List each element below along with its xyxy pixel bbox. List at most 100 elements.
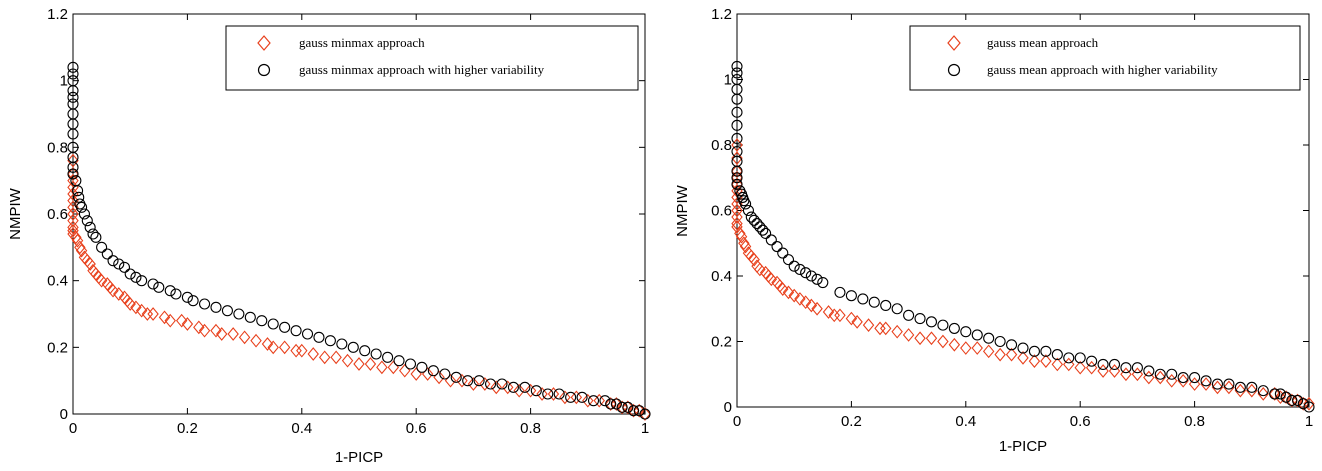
data-point-series-2-left [67, 68, 79, 80]
x-tick-label-right: 0.6 [1070, 413, 1091, 430]
data-point-series-1-right [735, 229, 748, 244]
x-axis-label-right: 1-PICP [999, 438, 1047, 455]
data-point-series-2-left [279, 321, 291, 333]
data-point-series-2-left [416, 361, 428, 373]
data-point-series-1-right [1085, 360, 1098, 375]
y-tick-label-left: 0.2 [47, 339, 68, 356]
x-axis-label-left: 1-PICP [335, 449, 383, 466]
data-point-series-1-left [456, 373, 468, 388]
data-point-series-1-right [937, 334, 949, 349]
data-point-series-2-right [754, 221, 766, 233]
data-point-series-2-right [1131, 362, 1143, 374]
data-point-series-2-right [1200, 375, 1212, 387]
data-point-series-2-left [542, 388, 554, 400]
data-point-series-2-right [782, 254, 795, 266]
data-point-series-2-right [745, 211, 757, 223]
data-point-series-2-left [67, 85, 79, 97]
data-point-series-2-right [891, 303, 903, 315]
data-point-series-1-right [1257, 387, 1269, 401]
data-point-series-2-left [450, 371, 462, 383]
data-point-series-2-left [199, 298, 211, 310]
data-point-series-2-left [118, 261, 131, 273]
data-point-series-2-left [101, 248, 113, 260]
data-point-series-2-right [751, 218, 763, 230]
data-point-series-1-left [559, 390, 571, 405]
data-point-series-1-right [948, 337, 961, 352]
data-point-series-2-left [507, 381, 519, 393]
y-axis-label-left: NMPIW [7, 187, 24, 240]
data-point-series-2-left [616, 401, 628, 413]
data-point-series-2-right [834, 286, 846, 298]
x-tick-label-left: 0.2 [177, 420, 198, 437]
data-point-series-1-left [479, 377, 491, 391]
data-point-series-1-left [307, 347, 319, 361]
data-point-series-2-right [794, 263, 806, 276]
data-point-series-1-left [467, 377, 480, 391]
data-point-series-1-right [731, 170, 743, 185]
data-point-series-1-right [731, 138, 743, 152]
data-point-series-2-left [370, 348, 382, 360]
data-point-series-2-left [382, 351, 394, 363]
data-point-series-2-left [290, 325, 302, 337]
data-point-series-1-right [1074, 360, 1086, 375]
data-point-series-1-right [1097, 364, 1109, 378]
data-point-series-2-right [960, 326, 972, 338]
data-point-series-1-right [731, 177, 743, 192]
data-point-series-2-left [67, 168, 79, 180]
data-point-series-1-right [1108, 364, 1121, 378]
data-point-series-1-right [799, 295, 812, 310]
x-tick-label-right: 0 [733, 413, 741, 430]
data-point-series-1-left [135, 303, 148, 318]
data-point-series-2-right [1274, 388, 1286, 400]
data-point-series-1-right [1131, 367, 1144, 382]
data-point-series-1-left [198, 323, 211, 338]
data-point-series-2-left [136, 275, 148, 287]
data-point-series-2-right [994, 335, 1006, 348]
legend-marker-circle-left [257, 63, 271, 77]
data-point-series-1-left [278, 340, 291, 355]
data-point-series-2-left [628, 405, 640, 417]
data-point-series-1-right [1274, 390, 1287, 405]
data-point-series-1-right [731, 210, 743, 224]
data-point-series-2-right [771, 240, 783, 253]
data-point-series-2-left [221, 305, 233, 317]
data-point-series-2-left [324, 335, 336, 347]
data-point-series-1-right [788, 288, 800, 303]
data-point-series-2-right [1120, 362, 1132, 374]
data-point-series-1-right [731, 203, 743, 218]
data-point-series-1-right [1268, 387, 1281, 401]
data-point-series-2-left [313, 331, 325, 343]
data-point-series-2-left [78, 208, 90, 220]
data-point-series-1-left [250, 333, 262, 348]
legend-right: gauss mean approach gauss mean approach … [909, 25, 1301, 91]
data-point-series-1-left [639, 407, 651, 421]
data-point-series-1-right [851, 314, 863, 329]
data-point-series-1-right [925, 331, 938, 346]
data-point-series-2-left [90, 231, 102, 243]
data-point-series-1-left [267, 340, 279, 355]
data-point-series-1-right [1303, 396, 1315, 411]
data-point-series-1-right [982, 344, 995, 359]
data-point-series-2-right [880, 299, 892, 312]
data-point-series-2-right [1246, 381, 1258, 393]
y-tick-label-left: 1 [60, 73, 68, 90]
data-point-series-2-right [731, 60, 743, 72]
data-point-series-2-right [1143, 365, 1155, 377]
y-tick-label-right: 1 [724, 72, 732, 89]
data-point-series-2-left [87, 228, 99, 240]
data-point-series-2-right [740, 198, 752, 210]
data-point-series-2-left [553, 388, 565, 400]
y-tick-label-left: 0.8 [47, 139, 68, 156]
data-point-series-2-right [731, 106, 743, 118]
data-point-series-2-left [605, 398, 617, 410]
data-point-series-2-left [599, 395, 611, 407]
data-point-series-1-left [67, 207, 79, 221]
x-tick-label-left: 0.8 [520, 420, 541, 437]
data-point-series-2-right [1086, 355, 1098, 367]
data-point-series-2-right [1006, 339, 1018, 351]
y-tick-label-left: 0 [60, 406, 68, 423]
data-point-series-1-left [210, 323, 222, 338]
axis-ticks-left: 0 0.2 0.4 0.6 0.8 1 0 0.2 0.4 0.6 0.8 1 1.2 [47, 6, 649, 437]
x-tick-label-left: 0.6 [406, 420, 427, 437]
data-points-left [67, 61, 651, 421]
